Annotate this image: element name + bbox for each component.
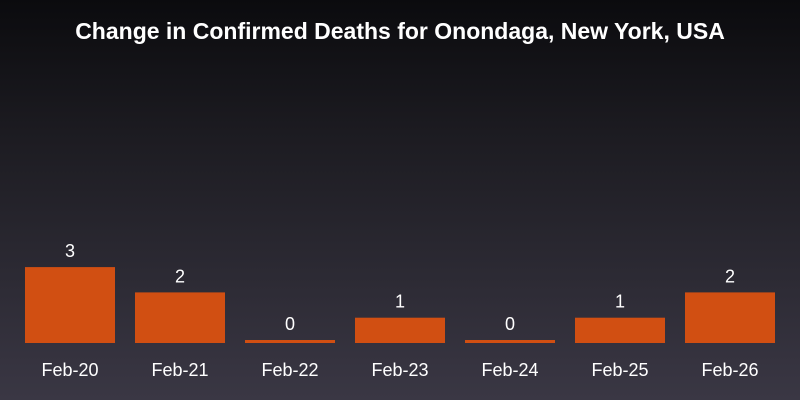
bar-feb-25 (575, 317, 665, 343)
x-tick-label-feb-23: Feb-23 (371, 360, 428, 380)
x-tick-label-feb-25: Feb-25 (591, 360, 648, 380)
bar-feb-26 (685, 292, 775, 343)
bar-feb-20 (25, 267, 115, 343)
data-label-feb-21: 2 (175, 266, 185, 286)
data-label-feb-23: 1 (395, 292, 405, 312)
bar-feb-22 (245, 340, 335, 343)
x-tick-label-feb-21: Feb-21 (151, 360, 208, 380)
data-label-feb-24: 0 (505, 314, 515, 334)
data-label-feb-20: 3 (65, 241, 75, 261)
bar-feb-23 (355, 317, 445, 343)
x-tick-label-feb-24: Feb-24 (481, 360, 538, 380)
bar-feb-21 (135, 292, 225, 343)
data-label-feb-22: 0 (285, 314, 295, 334)
x-tick-label-feb-26: Feb-26 (701, 360, 758, 380)
x-tick-label-feb-22: Feb-22 (261, 360, 318, 380)
chart-title: Change in Confirmed Deaths for Onondaga,… (75, 18, 725, 44)
bar-feb-24 (465, 340, 555, 343)
data-label-feb-26: 2 (725, 266, 735, 286)
x-tick-label-feb-20: Feb-20 (41, 360, 98, 380)
data-label-feb-25: 1 (615, 292, 625, 312)
